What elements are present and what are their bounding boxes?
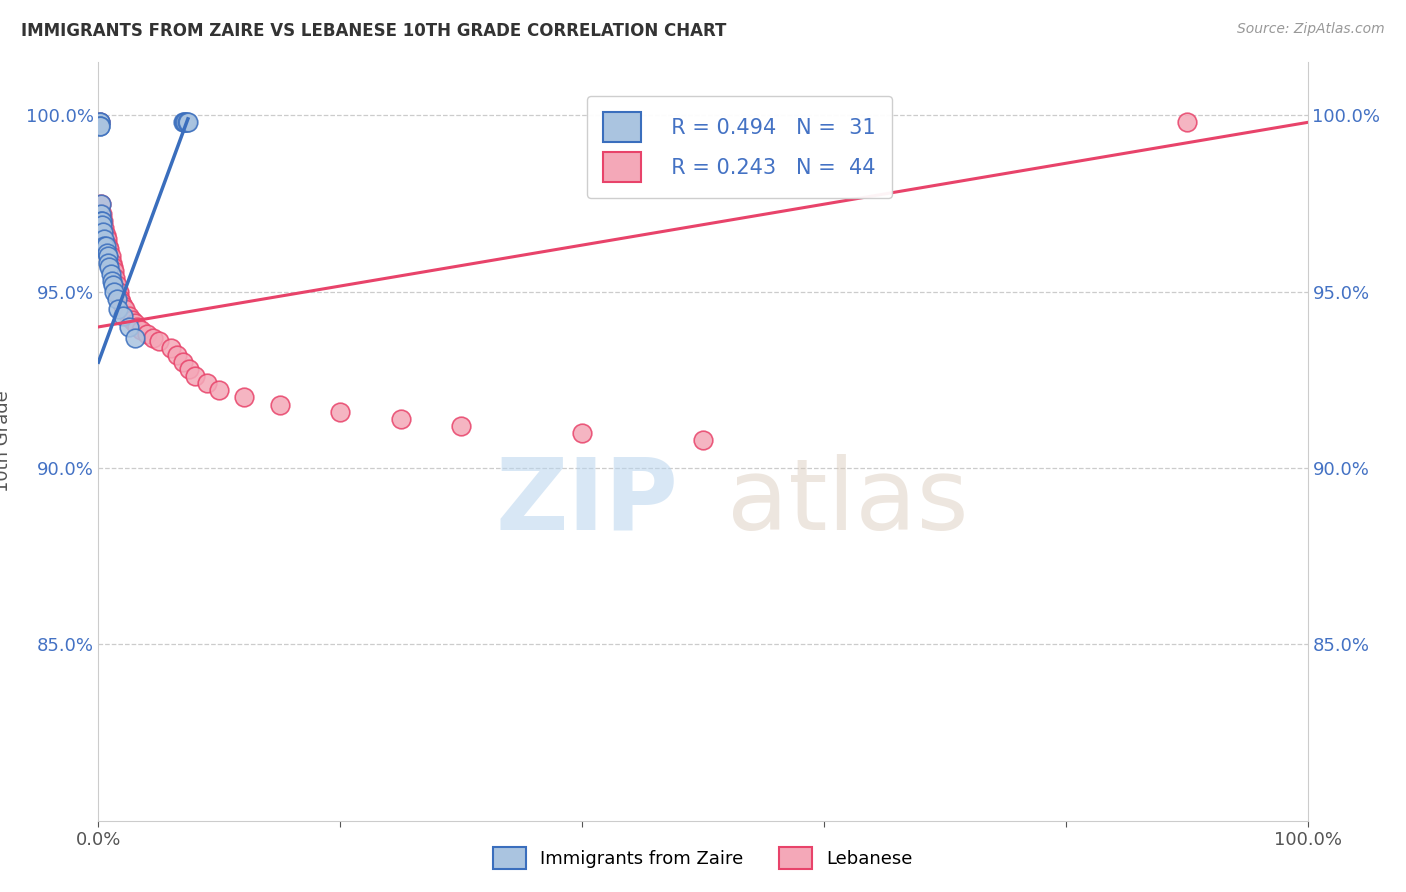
Point [100, 249, 122, 263]
Point [174, 115, 197, 129]
Point [571, 425, 593, 440]
Point [105, 292, 128, 306]
Point [94, 239, 117, 253]
Point [97, 239, 120, 253]
Point [90, 196, 112, 211]
Point [104, 270, 127, 285]
Point [107, 302, 129, 317]
Point [103, 285, 125, 299]
Point [184, 369, 207, 384]
Point [96, 245, 118, 260]
Point [1175, 115, 1198, 129]
Text: Source: ZipAtlas.com: Source: ZipAtlas.com [1237, 22, 1385, 37]
Point [93, 239, 115, 253]
Point [90, 196, 112, 211]
Point [142, 330, 165, 344]
Point [91, 207, 114, 221]
Point [177, 115, 200, 129]
Point [160, 341, 183, 355]
Point [118, 320, 141, 334]
Point [166, 348, 188, 362]
Point [91, 214, 114, 228]
Point [108, 285, 131, 299]
Point [91, 218, 114, 232]
Point [89, 115, 111, 129]
Point [98, 260, 121, 274]
Point [90, 214, 112, 228]
Point [329, 404, 352, 418]
Point [94, 228, 117, 243]
Text: atlas: atlas [727, 454, 969, 550]
Point [148, 334, 170, 348]
Point [111, 310, 134, 324]
Point [89, 119, 111, 133]
Point [114, 302, 136, 317]
Text: IMMIGRANTS FROM ZAIRE VS LEBANESE 10TH GRADE CORRELATION CHART: IMMIGRANTS FROM ZAIRE VS LEBANESE 10TH G… [21, 22, 727, 40]
Point [103, 263, 125, 277]
Point [124, 317, 146, 331]
Point [173, 115, 195, 129]
Point [100, 274, 122, 288]
Point [93, 221, 115, 235]
Point [121, 313, 143, 327]
Point [93, 232, 115, 246]
Point [195, 376, 218, 391]
Text: ZIP: ZIP [496, 454, 679, 550]
Point [91, 214, 114, 228]
Point [269, 397, 291, 411]
Point [107, 285, 129, 299]
Y-axis label: 10th Grade: 10th Grade [0, 391, 11, 492]
Point [105, 277, 128, 292]
Point [89, 115, 111, 129]
Point [89, 115, 111, 129]
Point [98, 243, 121, 257]
Point [96, 232, 118, 246]
Point [179, 362, 201, 376]
Point [172, 355, 194, 369]
Point [135, 326, 157, 341]
Point [97, 249, 120, 263]
Point [208, 384, 231, 398]
Legend:   R = 0.494   N =  31,   R = 0.243   N =  44: R = 0.494 N = 31, R = 0.243 N = 44 [586, 95, 891, 198]
Point [172, 115, 194, 129]
Point [129, 323, 152, 337]
Point [118, 310, 141, 324]
Point [100, 256, 122, 270]
Point [108, 292, 131, 306]
Point [97, 256, 120, 270]
Point [111, 299, 134, 313]
Point [110, 295, 132, 310]
Point [389, 411, 412, 425]
Point [124, 330, 146, 344]
Point [100, 267, 122, 281]
Legend: Immigrants from Zaire, Lebanese: Immigrants from Zaire, Lebanese [486, 839, 920, 876]
Point [127, 320, 149, 334]
Point [450, 418, 472, 433]
Point [90, 207, 112, 221]
Point [101, 277, 124, 292]
Point [176, 115, 198, 129]
Point [89, 119, 111, 133]
Point [692, 433, 714, 447]
Point [101, 260, 124, 274]
Point [232, 391, 254, 405]
Point [91, 225, 114, 239]
